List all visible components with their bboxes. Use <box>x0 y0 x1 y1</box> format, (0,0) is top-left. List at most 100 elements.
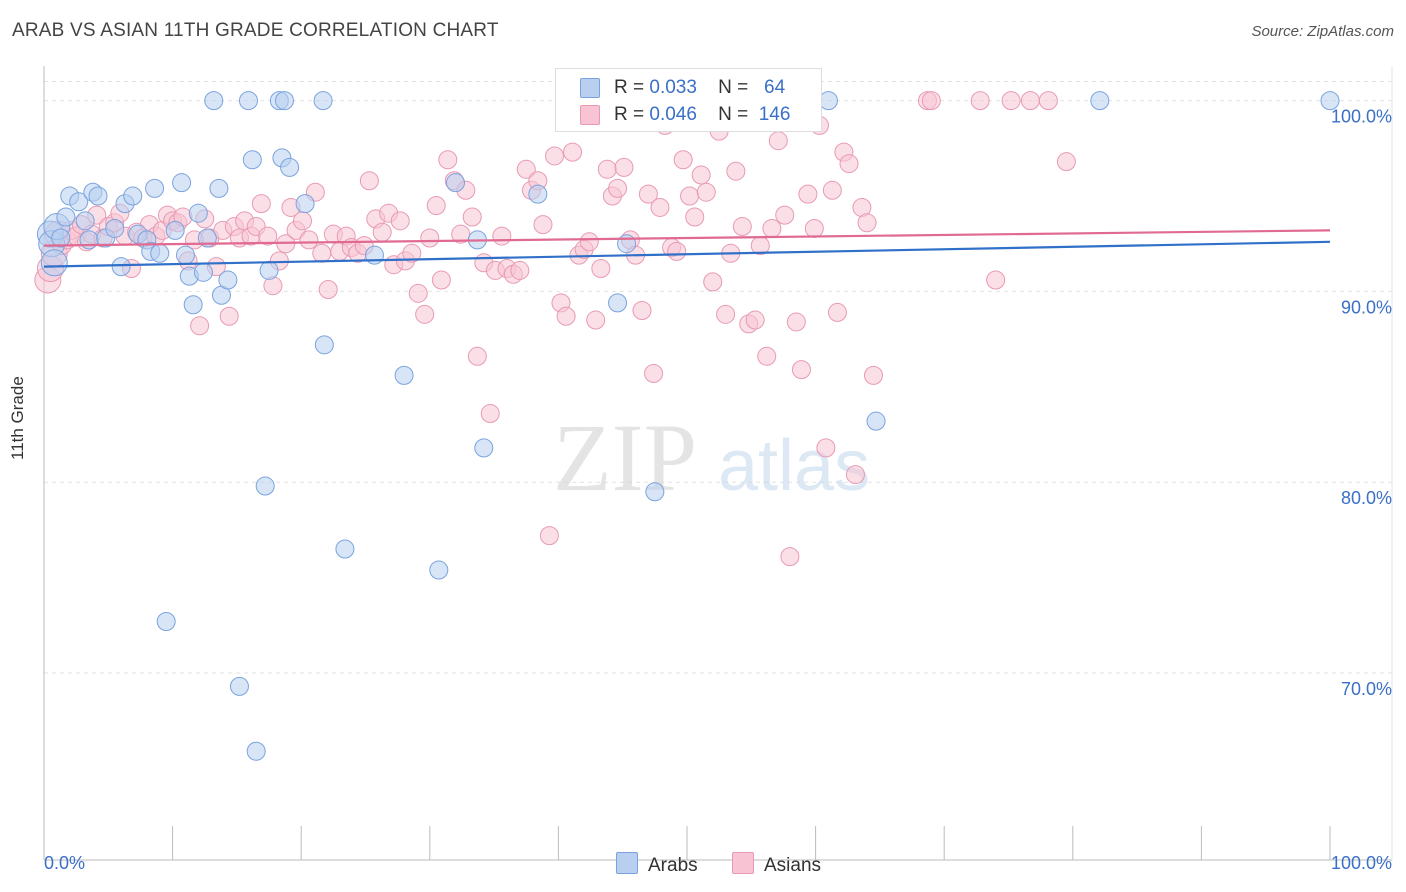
y-axis-label: 11th Grade <box>8 376 27 460</box>
asian-point <box>451 224 471 244</box>
arab-point <box>617 234 637 254</box>
asian-point <box>219 306 239 326</box>
asian-point <box>1001 91 1021 111</box>
zipatlas-watermark: ZIP atlas <box>553 404 870 511</box>
asian-point <box>467 346 487 366</box>
bottom-legend-arabs: Arabs <box>616 852 698 877</box>
axes <box>43 66 1393 861</box>
arab-point <box>165 220 185 240</box>
asian-point <box>408 283 428 303</box>
tick-labels: 70.0% 80.0% 90.0% 100.0% 0.0% 100.0% <box>44 107 1392 873</box>
asian-point <box>644 363 664 383</box>
asian-point <box>732 217 752 237</box>
arabs-stats: R = 0.033 N = 64 <box>614 77 785 99</box>
asian-point <box>431 270 451 290</box>
asian-point <box>1038 91 1058 111</box>
asian-point <box>539 526 559 546</box>
asian-point <box>921 91 941 111</box>
watermark-atlas: atlas <box>718 426 870 506</box>
asian-point <box>696 182 716 202</box>
arab-point <box>204 91 224 111</box>
arab-point <box>818 91 838 111</box>
y-tick-label: 70.0% <box>1341 679 1392 699</box>
arab-point <box>88 186 108 206</box>
arab-point <box>183 295 203 315</box>
arabs-swatch <box>580 78 600 98</box>
asian-point <box>608 178 628 198</box>
arab-point <box>528 184 548 204</box>
arab-point <box>295 194 315 214</box>
arab-point <box>123 186 143 206</box>
correlation-legend: R = 0.033 N = 64 R = 0.046 N = 146 <box>555 68 822 132</box>
asian-point <box>632 300 652 320</box>
asian-point <box>791 360 811 380</box>
asian-point <box>1020 91 1040 111</box>
arabs-n-label: N = <box>718 77 749 98</box>
arab-point <box>394 365 414 385</box>
arab-point <box>209 178 229 198</box>
y-tick-label: 100.0% <box>1331 107 1392 127</box>
arab-point <box>446 173 466 193</box>
asian-point <box>492 226 512 246</box>
arab-point <box>75 211 95 231</box>
asians-n-label: N = <box>718 104 749 125</box>
asian-point <box>563 142 583 162</box>
asian-point <box>614 157 634 177</box>
asian-point <box>426 196 446 216</box>
asian-point <box>390 211 410 231</box>
arab-point <box>242 150 262 170</box>
asian-point <box>292 211 312 231</box>
asian-point <box>299 230 319 250</box>
arab-point <box>259 260 279 280</box>
asian-point <box>516 159 536 179</box>
asian-point <box>986 270 1006 290</box>
arabs-legend-label: Arabs <box>648 855 698 876</box>
arab-point <box>1320 91 1340 111</box>
asian-point <box>190 316 210 336</box>
arabs-r-label: R = <box>614 77 645 98</box>
arab-point <box>51 228 71 248</box>
grid-lines <box>44 81 1392 674</box>
arabs-n-value: 64 <box>764 77 786 98</box>
asian-point <box>510 260 530 280</box>
arab-point <box>365 245 385 265</box>
arab-point <box>40 249 68 277</box>
asian-point <box>726 161 746 181</box>
asian-point <box>857 213 877 233</box>
arab-point <box>111 257 131 277</box>
arab-point <box>645 482 665 502</box>
arab-point <box>608 293 628 313</box>
asian-point <box>798 184 818 204</box>
asian-point <box>462 207 482 227</box>
arab-point <box>156 612 176 632</box>
arab-point <box>280 157 300 177</box>
asian-point <box>673 150 693 170</box>
asian-point <box>312 243 332 263</box>
arab-point <box>188 203 208 223</box>
arab-point <box>246 741 266 761</box>
arabs-r-value: 0.033 <box>649 77 697 98</box>
asians-n-value: 146 <box>758 104 791 125</box>
asian-point <box>359 171 379 191</box>
arab-point <box>1090 91 1110 111</box>
asian-point <box>591 259 611 279</box>
trend-lines <box>43 229 1331 268</box>
chart-title: ARAB VS ASIAN 11TH GRADE CORRELATION CHA… <box>12 20 499 41</box>
asian-point <box>597 159 617 179</box>
asian-point <box>1056 152 1076 172</box>
asian-point <box>685 207 705 227</box>
watermark-zip: ZIP <box>553 404 697 511</box>
asian-point <box>762 218 782 238</box>
asian-point <box>251 194 271 214</box>
asian-point <box>420 228 440 248</box>
asian-point <box>415 304 435 324</box>
asian-point <box>757 346 777 366</box>
asian-point <box>775 205 795 225</box>
asian-point <box>680 186 700 206</box>
arab-point <box>429 560 449 580</box>
asian-point <box>804 218 824 238</box>
arab-point <box>105 218 125 238</box>
asian-point <box>822 180 842 200</box>
asian-point <box>545 146 565 166</box>
asian-point <box>691 165 711 185</box>
